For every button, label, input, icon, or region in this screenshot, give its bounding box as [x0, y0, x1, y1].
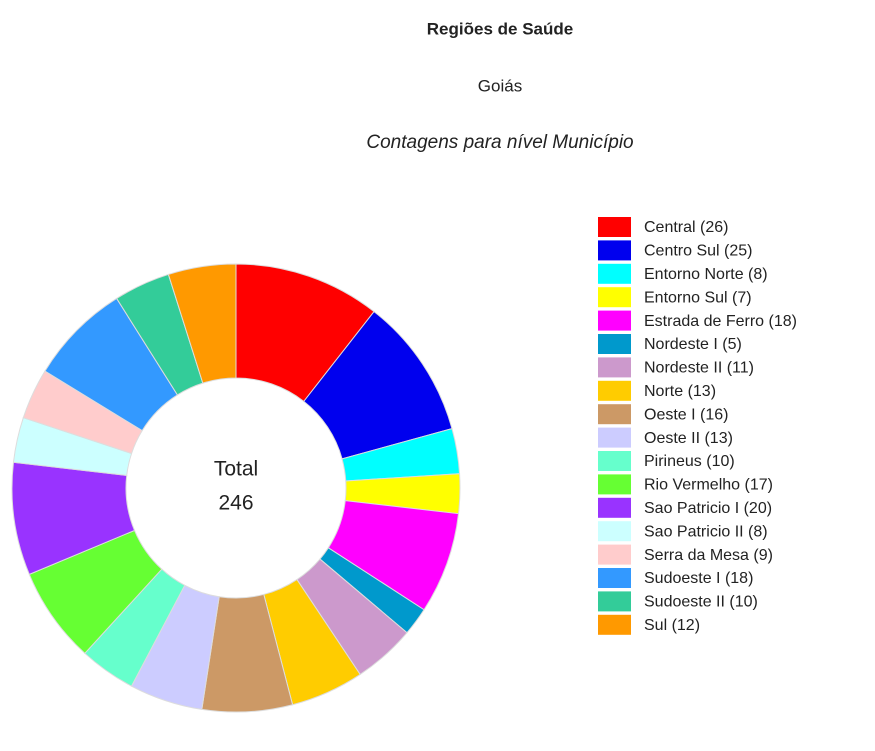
legend-label: Sao Patricio I (20)	[644, 500, 772, 517]
legend-label: Entorno Sul (7)	[644, 289, 752, 306]
legend-swatch	[598, 334, 631, 354]
legend-swatch	[598, 310, 631, 331]
center-total: 246	[218, 492, 253, 515]
legend-swatch	[598, 497, 631, 518]
legend-swatch	[598, 404, 631, 425]
legend-swatch	[598, 217, 631, 237]
legend-swatch	[598, 357, 631, 378]
legend-label: Oeste I (16)	[644, 406, 728, 423]
legend-label: Norte (13)	[644, 383, 716, 400]
legend-label: Sao Patricio II (8)	[644, 523, 768, 540]
donut-slice	[167, 263, 237, 384]
legend-label: Estrada de Ferro (18)	[644, 313, 797, 330]
legend-label: Sudoeste II (10)	[644, 594, 758, 611]
chart-subtitle: Goiás	[478, 76, 522, 95]
center-label: Total	[214, 458, 258, 481]
legend-label: Nordeste II (11)	[644, 360, 754, 377]
legend-swatch	[598, 380, 631, 401]
legend-label: Oeste II (13)	[644, 430, 733, 447]
legend-swatch	[598, 240, 631, 261]
chart-title: Regiões de Saúde	[427, 19, 573, 38]
legend-label: Centro Sul (25)	[644, 243, 753, 260]
legend-label: Sudoeste I (18)	[644, 570, 753, 587]
legend-swatch	[598, 544, 631, 565]
legend-swatch	[598, 427, 631, 448]
legend-label: Nordeste I (5)	[644, 336, 742, 353]
legend-swatch	[598, 614, 631, 635]
legend-swatch	[598, 287, 631, 308]
legend-swatch	[598, 474, 631, 495]
legend-label: Sul (12)	[644, 617, 700, 634]
legend-label: Entorno Norte (8)	[644, 266, 768, 283]
legend-label: Pirineus (10)	[644, 453, 735, 470]
legend-swatch	[598, 263, 631, 284]
legend-swatch	[598, 521, 631, 542]
legend-swatch	[598, 591, 631, 612]
chart-caption: Contagens para nível Município	[366, 132, 633, 153]
legend-swatch	[598, 568, 631, 588]
legend-label: Serra da Mesa (9)	[644, 547, 773, 564]
legend-swatch	[598, 451, 631, 471]
legend-label: Rio Vermelho (17)	[644, 477, 773, 494]
legend-label: Central (26)	[644, 219, 728, 236]
